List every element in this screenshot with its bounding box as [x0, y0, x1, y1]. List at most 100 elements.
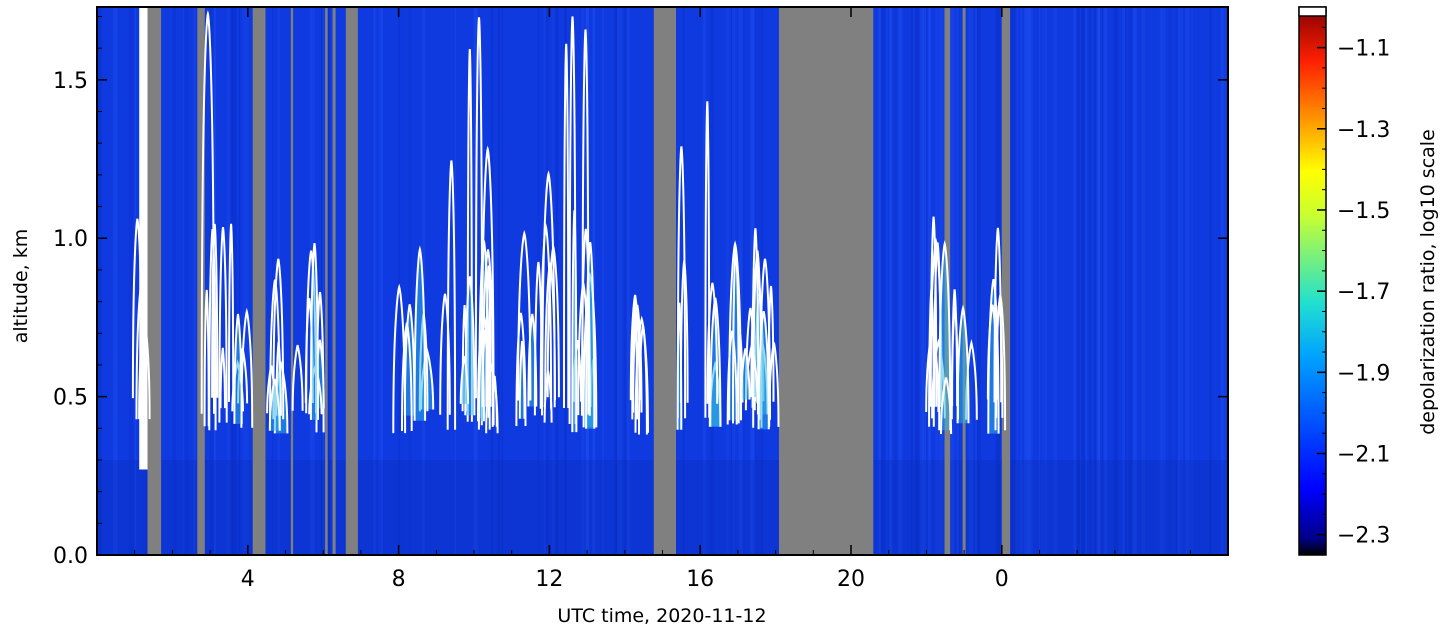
- depolarization-contour: [480, 145, 495, 426]
- depolarization-contour: [466, 48, 473, 422]
- field-streak: [277, 7, 280, 555]
- depolarization-contour: [269, 279, 281, 431]
- field-streak: [238, 7, 241, 555]
- field-streak: [1074, 7, 1076, 555]
- field-streak: [1122, 7, 1125, 555]
- depolarization-contour: [767, 285, 775, 402]
- depolarization-contour: [481, 329, 489, 407]
- field-streak: [1113, 7, 1118, 555]
- colorbar-tick-label: −1.3: [1337, 118, 1390, 143]
- depolarization-contour: [218, 227, 228, 423]
- field-streak: [1128, 7, 1134, 555]
- field-streak: [928, 7, 931, 555]
- no-data-band: [345, 7, 358, 555]
- field-streak: [187, 7, 190, 555]
- field-streak: [1220, 7, 1223, 555]
- depolarization-contour: [446, 160, 457, 430]
- field-streak: [473, 7, 477, 555]
- depolarization-contour: [240, 307, 254, 428]
- field-streak: [1141, 7, 1145, 555]
- field-streak: [235, 7, 237, 555]
- field-streak: [321, 7, 323, 555]
- x-tick-label: 12: [535, 567, 563, 592]
- field-streak: [408, 7, 412, 555]
- depolarization-contour: [956, 304, 970, 424]
- field-streak: [892, 7, 897, 555]
- field-streak: [193, 7, 196, 555]
- depolarization-contour: [208, 228, 217, 431]
- x-tick-label: 0: [995, 567, 1009, 592]
- x-tick-label: 8: [392, 567, 406, 592]
- field-streak: [1081, 7, 1085, 555]
- depolarization-contour: [581, 29, 590, 415]
- field-streak: [321, 7, 323, 555]
- field-streak: [289, 7, 292, 555]
- field-streak: [1159, 7, 1163, 555]
- depolarization-contour: [518, 340, 526, 419]
- field-streak: [1100, 7, 1104, 555]
- field-streak: [911, 7, 913, 555]
- field-streak: [543, 7, 546, 555]
- field-streak: [878, 7, 881, 555]
- field-streak: [750, 7, 755, 555]
- no-data-band: [653, 7, 676, 555]
- field-streak: [378, 7, 384, 555]
- field-streak: [1140, 7, 1145, 555]
- saturated-column: [139, 7, 148, 470]
- field-streak: [1019, 7, 1023, 555]
- field-streak: [703, 7, 706, 555]
- field-streak: [614, 7, 618, 555]
- field-streak: [1044, 7, 1047, 555]
- depolarization-contour: [726, 330, 738, 425]
- colorbar-overflow-cap: [1298, 6, 1327, 17]
- colorbar-tick-label: −1.5: [1337, 199, 1390, 224]
- depolarization-contour: [413, 245, 427, 421]
- field-streak: [898, 7, 903, 555]
- field-streak: [1223, 7, 1226, 555]
- colorbar-tick-label: −2.3: [1337, 524, 1390, 549]
- field-streak: [1027, 7, 1031, 555]
- field-streak: [592, 7, 596, 555]
- field-streak: [1176, 7, 1179, 555]
- field-streak: [956, 7, 959, 555]
- field-streak: [456, 7, 459, 555]
- field-streak: [272, 7, 274, 555]
- field-streak: [1053, 7, 1058, 555]
- field-streak: [921, 7, 926, 555]
- field-streak: [1168, 7, 1173, 555]
- field-streak: [1190, 7, 1194, 555]
- x-tick-label: 4: [241, 567, 255, 592]
- x-axis-title: UTC time, 2020-11-12: [557, 605, 766, 627]
- depolarization-contour: [751, 228, 760, 408]
- field-streak: [1016, 7, 1019, 555]
- depolarization-contour: [517, 229, 532, 401]
- field-streak: [889, 7, 892, 555]
- field-streak: [497, 7, 500, 555]
- y-tick-label: 0.5: [53, 386, 88, 411]
- depolarization-contour: [291, 344, 304, 411]
- depolarization-contour: [995, 301, 1004, 418]
- field-streak: [1043, 7, 1047, 555]
- field-streak: [726, 7, 729, 555]
- y-axis-title: altitude, km: [10, 229, 32, 343]
- field-streak: [968, 7, 974, 555]
- field-streak: [1095, 7, 1101, 555]
- field-streak: [321, 7, 324, 555]
- colorbar: [1298, 6, 1327, 556]
- depolarization-contour: [543, 370, 553, 423]
- colorbar-tick-label: −2.1: [1337, 443, 1390, 468]
- y-tick-label: 1.5: [53, 69, 88, 94]
- field-streak: [1209, 7, 1212, 555]
- field-streak: [113, 7, 118, 555]
- field-streak: [501, 7, 503, 555]
- field-streak: [1094, 7, 1098, 555]
- field-streak: [919, 7, 924, 555]
- field-streak: [172, 7, 177, 555]
- field-streak: [129, 7, 134, 555]
- field-streak: [1038, 7, 1040, 555]
- depolarization-contour: [200, 10, 215, 414]
- depolarization-contour: [940, 377, 953, 435]
- field-streak: [184, 7, 188, 555]
- field-streak: [928, 7, 932, 555]
